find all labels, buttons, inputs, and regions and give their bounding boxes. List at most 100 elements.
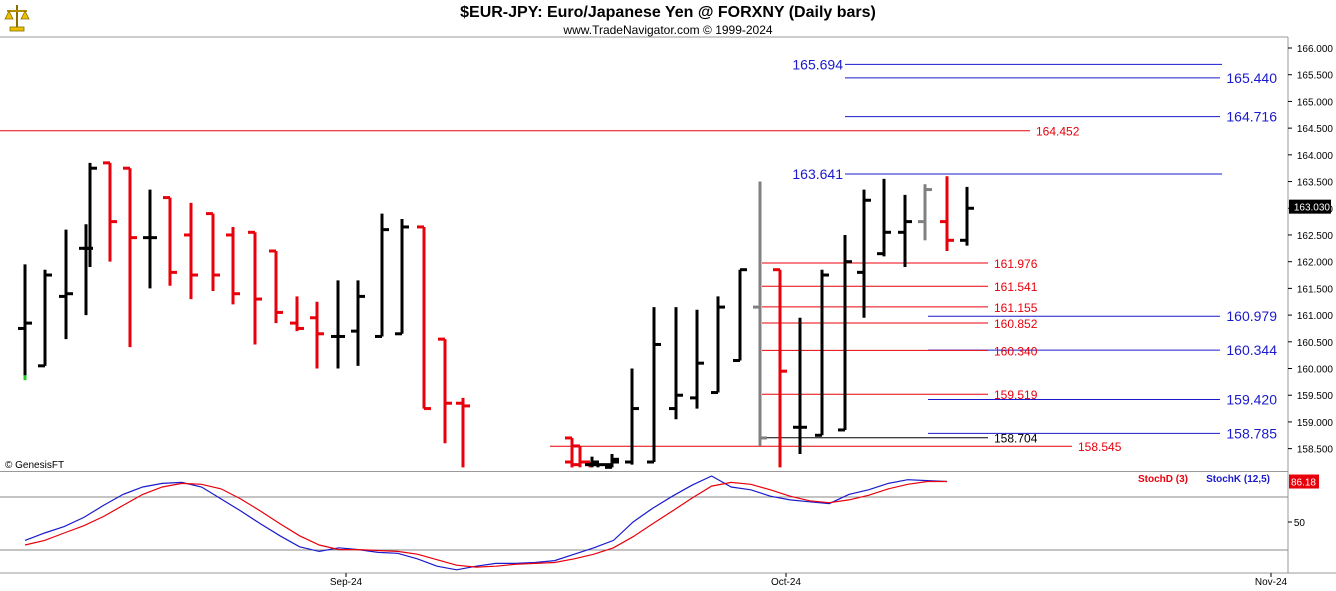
price-panel — [0, 36, 1336, 574]
y-tick-label: 159.000 — [1297, 418, 1334, 429]
y-tick-label: 162.000 — [1297, 258, 1334, 269]
y-tick-label: 165.500 — [1297, 71, 1334, 82]
ohlc-bar — [647, 307, 661, 464]
price-axis: 166.000 165.500 165.000 164.500 164.000 163.5… — [1288, 44, 1333, 456]
level-label: 163.641 — [792, 166, 843, 182]
y-tick-label: 161.000 — [1297, 311, 1334, 322]
level-label: 158.545 — [1078, 440, 1122, 454]
ohlc-bar — [38, 269, 52, 368]
scales-logo-icon — [4, 5, 30, 32]
y-tick-label: 162.500 — [1297, 231, 1334, 242]
y-tick-label: 165.000 — [1297, 97, 1334, 108]
y-tick-label: 159.500 — [1297, 391, 1334, 402]
ohlc-bar — [960, 186, 974, 246]
ohlc-bar — [918, 184, 932, 241]
y-tick-label: 164.000 — [1297, 151, 1334, 162]
ohlc-bar — [351, 280, 365, 366]
ohlc-bar — [438, 337, 452, 444]
chart-title: $EUR-JPY: Euro/Japanese Yen @ FORXNY (Da… — [460, 4, 876, 21]
y-tick-label: 164.500 — [1297, 124, 1334, 135]
ohlc-bar — [773, 268, 787, 468]
ohlc-bar — [815, 269, 829, 437]
ohlc-bar — [456, 397, 470, 468]
level-label: 164.452 — [1036, 125, 1080, 139]
ohlc-bar — [669, 307, 683, 420]
level-label: 160.979 — [1226, 308, 1277, 324]
ohlc-bar — [184, 202, 198, 300]
level-label: 165.694 — [792, 56, 843, 72]
ohlc-bar — [83, 162, 97, 268]
level-label: 161.541 — [994, 280, 1038, 294]
y-tick-label: 160.000 — [1297, 365, 1334, 376]
y-tick-label: 160.500 — [1297, 338, 1334, 349]
ohlc-bar — [123, 166, 137, 348]
level-label: 164.716 — [1226, 109, 1277, 125]
ohlc-bar — [226, 226, 240, 305]
ohlc-bar — [753, 181, 767, 446]
price-levels: 165.694 165.440 164.716 164.452 163.641 161.9… — [0, 56, 1277, 454]
ohlc-bar — [163, 196, 177, 286]
level-label: 158.704 — [994, 432, 1038, 446]
y-tick-label: 161.500 — [1297, 284, 1334, 295]
ohlc-bar — [690, 309, 704, 409]
stochd-line — [24, 480, 947, 568]
ohlc-bar — [625, 368, 639, 465]
ohlc-bar — [605, 453, 619, 468]
ohlc-bar — [940, 176, 954, 251]
ohlc-bar — [898, 194, 912, 268]
stoch-reference-lines — [0, 496, 1288, 551]
level-label: 160.852 — [994, 317, 1038, 331]
stoch-legend: StochD (3) StochK (12,5) — [1138, 474, 1270, 485]
level-label: 158.785 — [1226, 425, 1277, 441]
x-tick-label: Oct-24 — [771, 577, 801, 588]
level-label: 161.155 — [994, 301, 1038, 315]
level-label: 160.344 — [1226, 342, 1277, 358]
logo — [4, 5, 30, 32]
ohlc-bar — [375, 213, 389, 338]
stoch-panel: 50 86.18 — [24, 474, 1319, 571]
ohlc-bar — [269, 249, 283, 324]
stochk-line — [24, 475, 948, 571]
last-price-label: 163.030 — [1294, 203, 1331, 214]
ohlc-bar — [143, 189, 157, 289]
x-tick-label: Sep-24 — [330, 577, 363, 588]
ohlc-bar — [18, 264, 32, 380]
ohlc-bar — [838, 234, 852, 432]
last-price-badge — [1289, 199, 1331, 214]
legend-stochk: StochK (12,5) — [1206, 474, 1270, 485]
ohlc-bar — [395, 218, 409, 336]
ohlc-bar — [857, 189, 871, 318]
time-axis: Sep-24 Oct-24 Nov-24 — [330, 573, 1288, 588]
ohlc-bar — [290, 296, 304, 332]
y-tick-label: 163.500 — [1297, 178, 1334, 189]
ohlc-bar — [103, 161, 117, 262]
ohlc-bar — [733, 268, 747, 362]
level-label: 165.440 — [1226, 70, 1277, 86]
stoch-last-label: 86.18 — [1291, 478, 1316, 489]
watermark: © GenesisFT — [5, 460, 64, 471]
price-bars — [18, 161, 974, 469]
ohlc-bar — [565, 460, 579, 468]
ohlc-bar — [310, 301, 324, 369]
level-label: 161.976 — [994, 257, 1038, 271]
ohlc-bar — [711, 296, 725, 395]
y-tick-label: 158.500 — [1297, 445, 1334, 456]
level-label: 160.340 — [994, 344, 1038, 358]
ohlc-bar — [206, 212, 220, 292]
legend-stochd: StochD (3) — [1138, 474, 1188, 485]
ohlc-bar — [877, 178, 891, 257]
y-tick-label: 166.000 — [1297, 44, 1334, 55]
ohlc-bar — [793, 317, 807, 454]
ohlc-bar — [59, 229, 73, 340]
level-label: 159.420 — [1226, 391, 1277, 407]
level-label: 159.519 — [994, 388, 1038, 402]
ohlc-bar — [417, 225, 431, 411]
ohlc-bar — [248, 230, 262, 345]
stoch-last-badge — [1289, 474, 1319, 489]
chart-subtitle: www.TradeNavigator.com © 1999-2024 — [562, 23, 772, 37]
stoch-tick-label: 50 — [1294, 518, 1306, 529]
low-marker — [23, 375, 27, 381]
ohlc-bar — [331, 280, 345, 369]
x-tick-label: Nov-24 — [1255, 577, 1288, 588]
